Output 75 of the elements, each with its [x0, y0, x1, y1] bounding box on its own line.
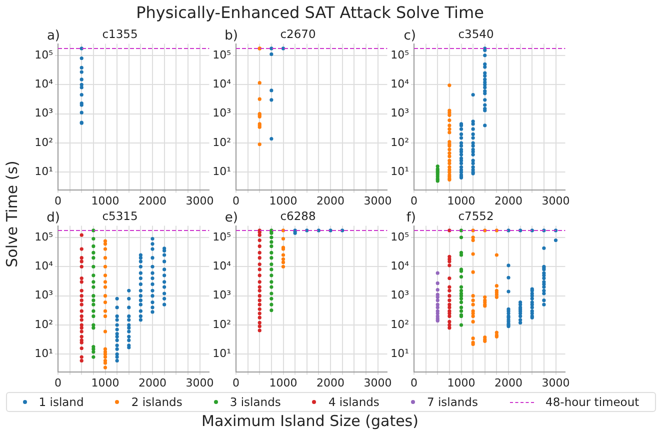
y-tick-label: 10³ — [34, 288, 53, 302]
y-tick-label: 10⁴ — [34, 77, 54, 90]
y-tick-label: 10⁵ — [390, 48, 409, 62]
legend-label: 3 islands — [230, 395, 281, 409]
y-tick-label: 10¹ — [390, 347, 409, 360]
chart-title: c7552 — [458, 208, 494, 223]
y-tick-label: 10² — [212, 136, 231, 149]
y-tick-label: 10³ — [212, 288, 231, 302]
x-tick-label: 0 — [232, 194, 240, 208]
x-tick-label: 0 — [232, 376, 240, 390]
y-tick-label: 10² — [34, 136, 53, 149]
x-tick-label: 3000 — [542, 194, 570, 208]
legend-label: 7 islands — [426, 395, 478, 409]
text: b) — [224, 28, 238, 44]
chart-title: c2670 — [280, 26, 316, 41]
x-tick-label: 2000 — [138, 376, 166, 390]
y-tick-label: 10¹ — [212, 347, 231, 360]
y-tick-label: 10⁴ — [34, 259, 54, 272]
x-tick-label: 2000 — [316, 376, 344, 390]
y-tick-label: 10⁵ — [34, 230, 53, 244]
text: a) — [46, 28, 60, 44]
chart-title: c5315 — [102, 208, 138, 223]
y-tick-label: 10¹ — [212, 165, 231, 178]
x-tick-label: 3000 — [186, 194, 214, 208]
y-tick-label: 10² — [390, 318, 409, 331]
y-tick-label: 10⁴ — [212, 259, 232, 272]
text: d) — [46, 210, 60, 226]
x-axis-title: Maximum Island Size (gates) — [200, 412, 420, 430]
x-tick-label: 2000 — [494, 194, 522, 208]
y-tick-label: 10³ — [34, 106, 53, 120]
chart-title: c6288 — [280, 208, 316, 223]
x-tick-label: 3000 — [364, 194, 392, 208]
y-tick-label: 10³ — [390, 288, 409, 302]
chart-title: c3540 — [458, 26, 494, 41]
text: e) — [224, 210, 238, 226]
x-tick-label: 2000 — [138, 194, 166, 208]
x-tick-label: 1000 — [91, 376, 120, 390]
y-tick-label: 10¹ — [34, 165, 53, 178]
y-tick-label: 10² — [212, 318, 231, 331]
x-tick-label: 0 — [54, 376, 62, 390]
text: c) — [404, 28, 416, 44]
y-tick-label: 10⁴ — [390, 259, 410, 272]
y-tick-label: 10⁵ — [212, 230, 231, 244]
legend-label: 48-hour timeout — [546, 395, 640, 409]
y-tick-label: 10⁴ — [390, 77, 410, 90]
x-tick-label: 0 — [410, 376, 418, 390]
text: f) — [406, 210, 416, 226]
y-axis-title: Solve Time (s) — [3, 160, 21, 270]
y-tick-label: 10⁵ — [212, 48, 231, 62]
y-tick-label: 10⁵ — [390, 230, 409, 244]
x-tick-label: 1000 — [269, 194, 298, 208]
x-tick-label: 2000 — [494, 376, 522, 390]
legend-label: 1 island — [38, 395, 84, 409]
legend-label: 2 islands — [131, 395, 182, 409]
x-tick-label: 1000 — [447, 194, 476, 208]
y-tick-label: 10¹ — [34, 347, 53, 360]
legend-label: 4 islands — [328, 395, 380, 409]
y-tick-label: 10² — [390, 136, 409, 149]
text: Physically-Enhanced SAT Attack Solve Time — [135, 3, 485, 22]
x-tick-label: 3000 — [364, 376, 392, 390]
x-tick-label: 3000 — [186, 376, 214, 390]
x-tick-label: 1000 — [91, 194, 120, 208]
y-tick-label: 10³ — [212, 106, 231, 120]
chart-title: c1355 — [102, 26, 138, 41]
x-tick-label: 1000 — [269, 376, 298, 390]
x-tick-label: 0 — [54, 194, 62, 208]
y-tick-label: 10³ — [390, 106, 409, 120]
y-tick-label: 10⁴ — [212, 77, 232, 90]
y-tick-label: 10¹ — [390, 165, 409, 178]
y-tick-label: 10⁵ — [34, 48, 53, 62]
x-tick-label: 3000 — [542, 376, 570, 390]
x-tick-label: 2000 — [316, 194, 344, 208]
y-tick-label: 10² — [34, 318, 53, 331]
x-tick-label: 1000 — [447, 376, 476, 390]
x-tick-label: 0 — [410, 194, 418, 208]
